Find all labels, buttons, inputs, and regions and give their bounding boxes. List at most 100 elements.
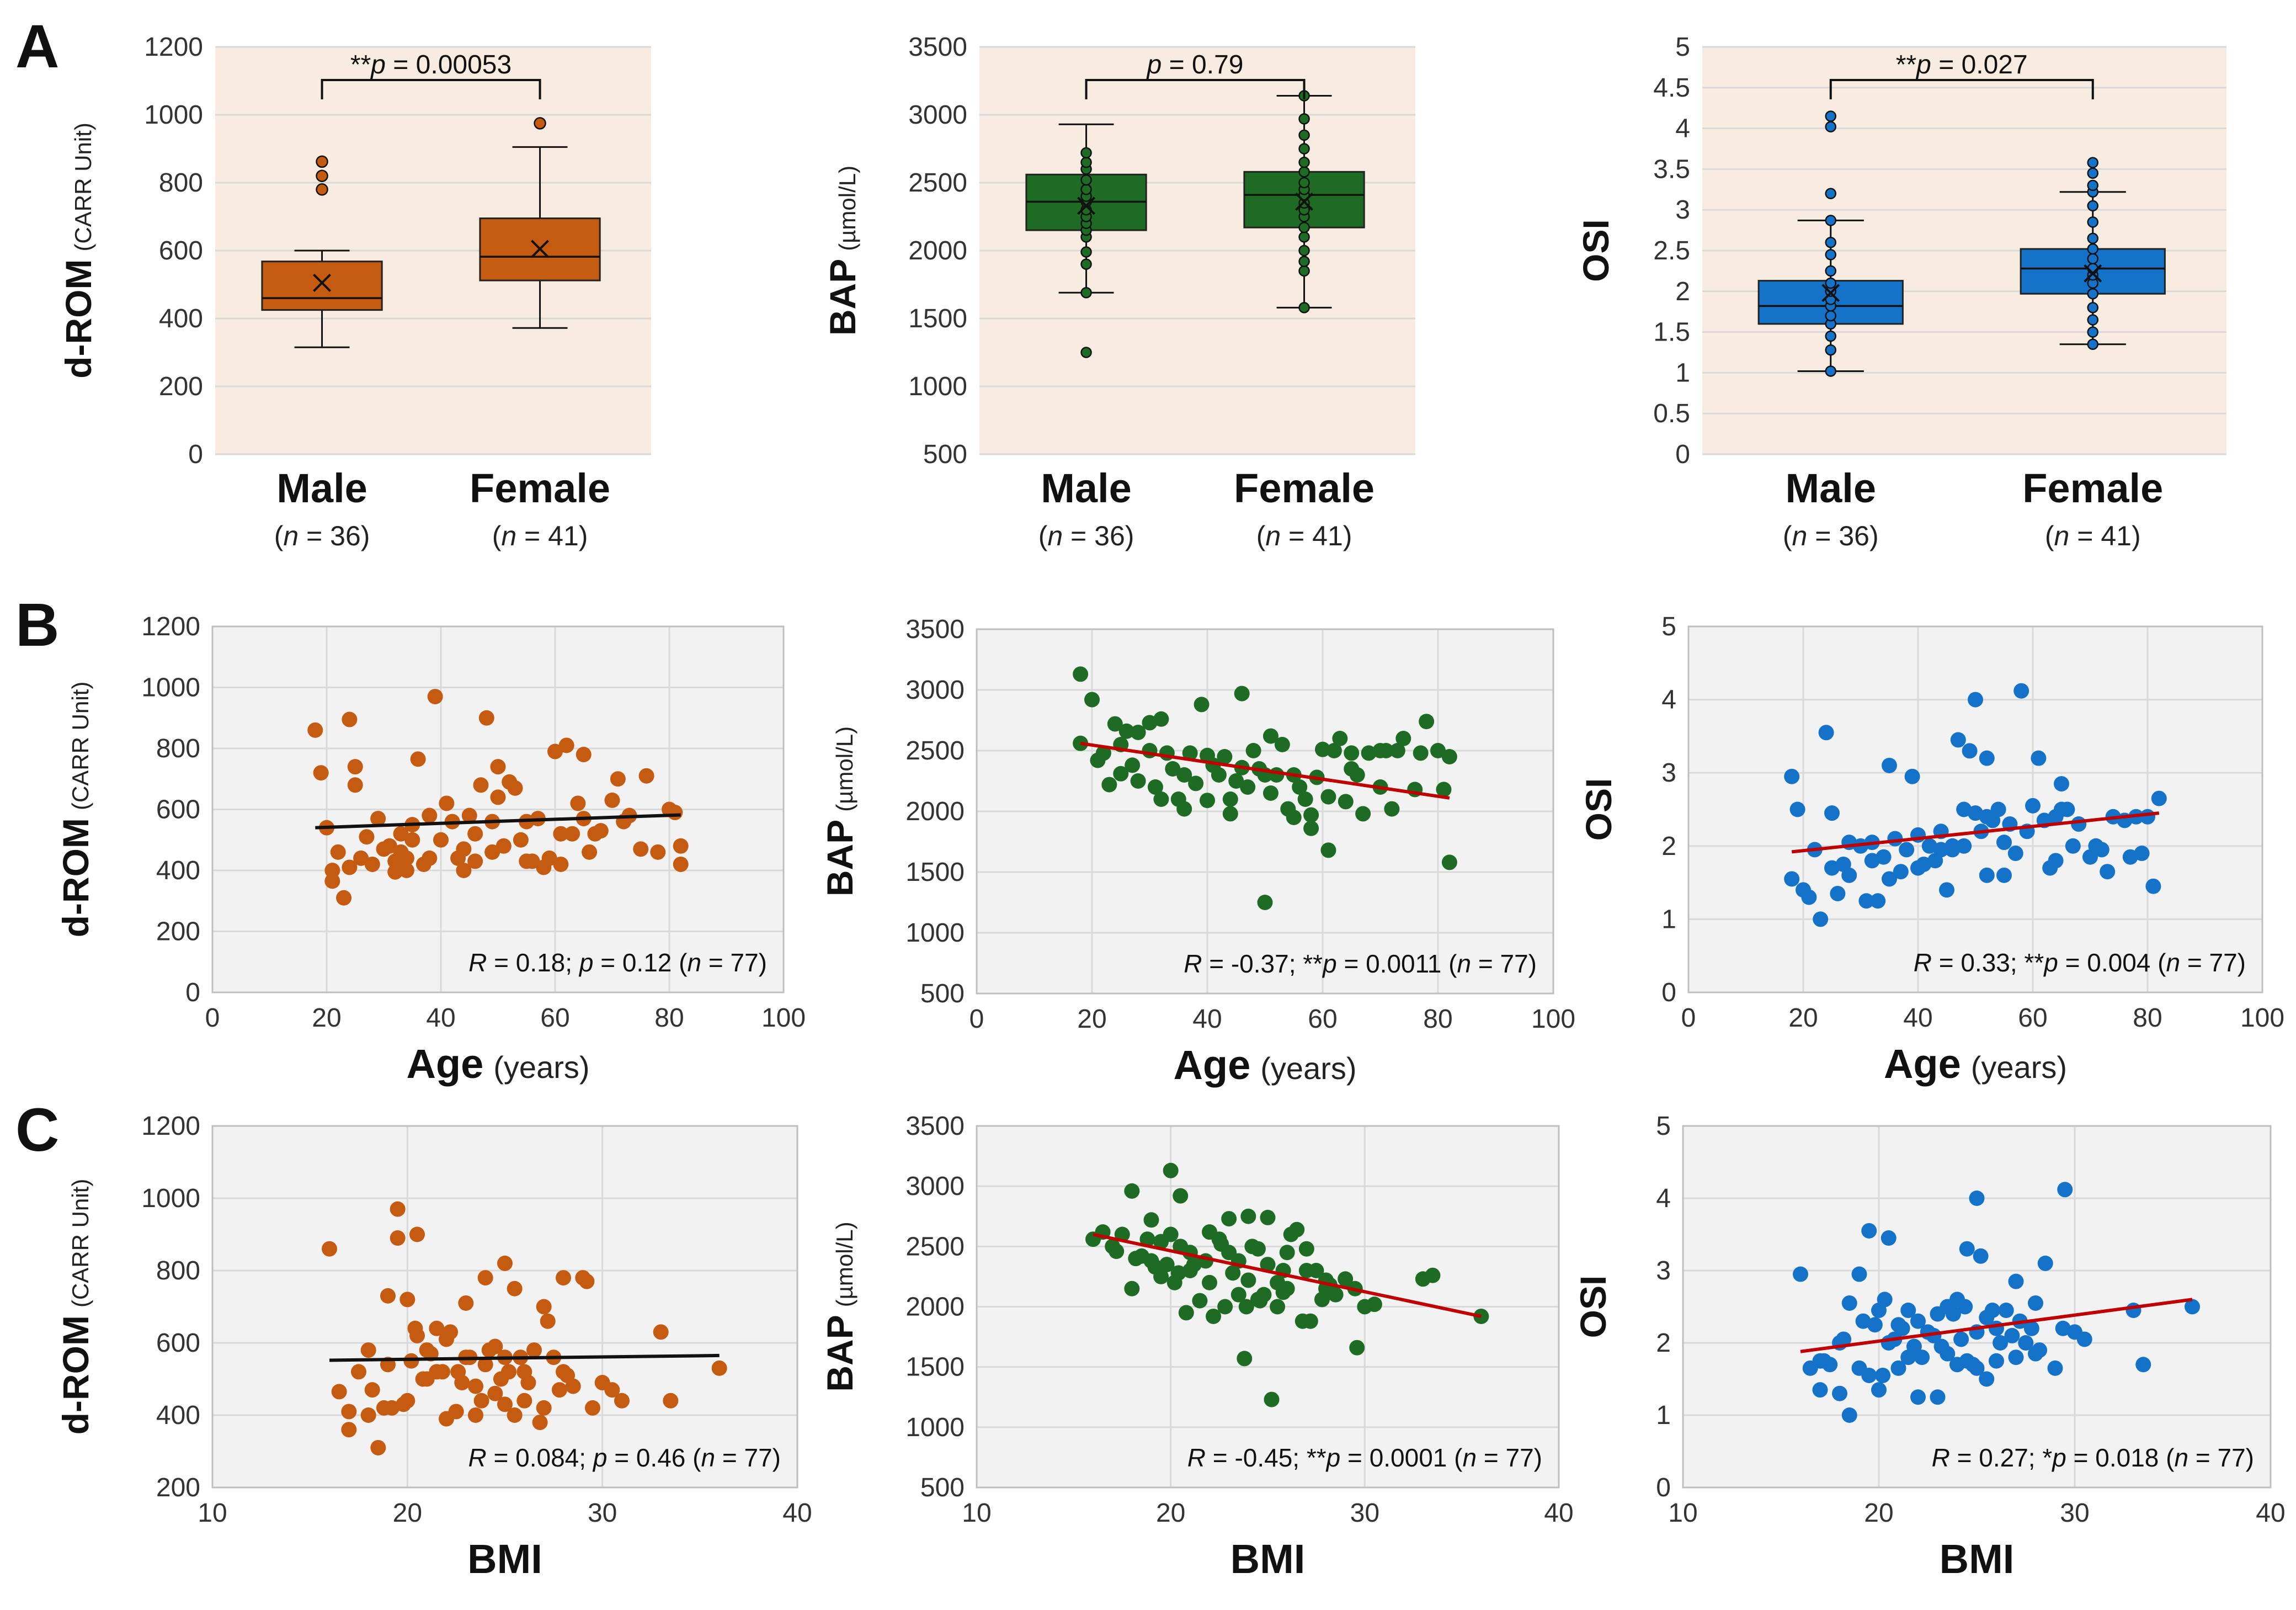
data-point <box>663 1393 679 1409</box>
y-axis-label: BAP(µmol/L) <box>819 726 860 896</box>
outlier-point <box>534 117 546 130</box>
mean-marker <box>313 274 331 292</box>
x-tick-label: 20 <box>1077 1005 1106 1034</box>
y-tick-label: 2 <box>1656 1329 1671 1358</box>
plot-area <box>1683 1126 2271 1487</box>
data-point <box>1441 854 1457 870</box>
data-point <box>322 1241 337 1257</box>
data-point <box>653 1324 669 1340</box>
data-point <box>1297 791 1313 807</box>
data-point <box>2087 216 2098 228</box>
data-point <box>422 807 438 823</box>
data-point <box>1252 1293 1268 1309</box>
plot-frame <box>1687 625 2263 993</box>
y-tick-label: 200 <box>156 1473 200 1502</box>
data-point <box>1871 1382 1887 1398</box>
box-group-female <box>2020 157 2166 350</box>
data-point <box>496 838 512 854</box>
y-tick-label: 1200 <box>141 612 200 641</box>
y-axis-label: OSI <box>1575 219 1616 282</box>
data-point <box>1825 215 1836 226</box>
data-point <box>330 844 346 860</box>
data-point <box>1962 743 1978 759</box>
y-tick-label: 2 <box>1661 832 1676 861</box>
y-tick-label: 2000 <box>908 236 967 265</box>
data-point <box>477 1357 493 1373</box>
data-point <box>2145 878 2161 894</box>
data-point <box>1315 741 1330 757</box>
data-point <box>1153 791 1169 807</box>
data-point <box>1851 1266 1867 1282</box>
x-axis-label: BMI <box>1230 1536 1306 1582</box>
data-point <box>2087 314 2098 326</box>
data-point <box>1956 838 1972 854</box>
data-point <box>443 1324 459 1340</box>
y-axis-label: OSI <box>1573 1276 1613 1338</box>
data-point <box>1147 1259 1163 1275</box>
data-point <box>396 1396 412 1412</box>
data-point <box>467 853 483 869</box>
data-point <box>564 826 580 842</box>
data-point <box>1286 810 1302 825</box>
data-point <box>1979 1371 1995 1387</box>
y-tick-label: 600 <box>156 1329 200 1358</box>
data-point <box>1303 820 1319 836</box>
data-point <box>341 1404 357 1420</box>
data-point <box>1298 265 1310 277</box>
data-point <box>1221 1211 1237 1227</box>
data-point <box>1244 1239 1260 1255</box>
data-point <box>2087 288 2098 300</box>
group-label: Male <box>1785 465 1876 511</box>
x-tick-label: 40 <box>1903 1003 1932 1033</box>
data-point <box>1130 725 1146 740</box>
y-tick-label: 800 <box>156 1256 200 1285</box>
y-tick-label: 1200 <box>144 33 203 62</box>
data-point <box>1084 692 1100 708</box>
data-point <box>1990 801 2006 817</box>
trend-line <box>315 813 681 830</box>
data-point <box>1217 749 1233 764</box>
data-point <box>1789 801 1805 817</box>
data-point <box>1298 245 1310 257</box>
data-point <box>585 1400 600 1416</box>
data-point <box>1914 1349 1930 1365</box>
significance-bracket <box>321 79 541 99</box>
y-tick-label: 1 <box>1656 1401 1671 1430</box>
y-axis-label: BAP(µmol/L) <box>819 1221 860 1391</box>
x-axis-label: Age (years) <box>1884 1041 2067 1087</box>
data-point <box>1361 745 1377 761</box>
data-point <box>2059 801 2075 817</box>
data-point <box>1182 745 1198 761</box>
y-tick-label: 2000 <box>905 797 965 826</box>
data-point <box>1801 889 1817 905</box>
data-point <box>1344 745 1360 761</box>
data-point <box>553 856 569 872</box>
data-point <box>1832 1385 1847 1401</box>
data-point <box>2134 846 2150 862</box>
x-tick-label: 40 <box>2256 1499 2285 1528</box>
data-point <box>2087 338 2098 350</box>
data-point <box>336 890 352 906</box>
data-point <box>1260 1209 1276 1225</box>
x-tick-label: 20 <box>1156 1499 1185 1528</box>
data-point <box>399 1292 415 1308</box>
data-point <box>2087 167 2098 179</box>
data-point <box>1378 743 1394 758</box>
data-point <box>484 844 500 860</box>
data-point <box>324 863 340 878</box>
y-tick-label: 1 <box>1661 905 1676 934</box>
y-tick-label: 0 <box>185 978 200 1007</box>
data-point <box>1320 789 1336 805</box>
y-tick-label: 3.5 <box>1653 155 1690 184</box>
data-point <box>1165 761 1181 777</box>
data-point <box>1298 1241 1314 1257</box>
data-point <box>1298 143 1310 155</box>
data-point <box>1825 188 1836 199</box>
y-tick-label: 600 <box>156 795 200 825</box>
data-point <box>1812 1382 1828 1398</box>
data-point <box>1825 310 1836 322</box>
y-tick-label: 5 <box>1656 1112 1671 1141</box>
data-point <box>1825 121 1836 132</box>
data-point <box>461 807 477 823</box>
